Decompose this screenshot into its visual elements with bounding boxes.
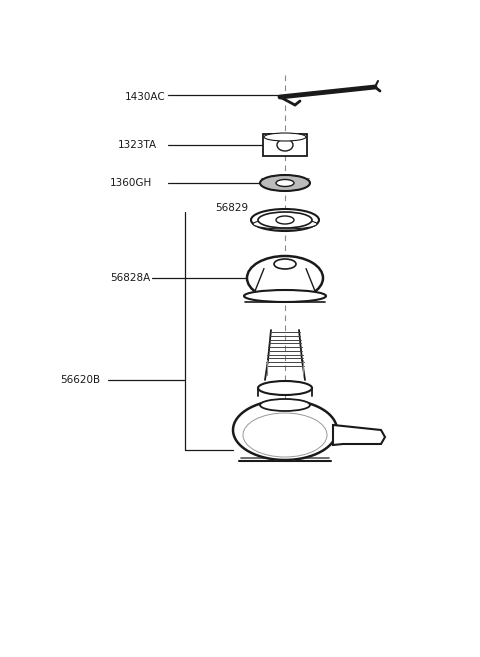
Text: 56829: 56829 — [215, 203, 248, 213]
Text: 1430AC: 1430AC — [125, 92, 166, 102]
Ellipse shape — [253, 219, 317, 229]
Bar — [263, 134, 307, 156]
Polygon shape — [333, 425, 385, 445]
Text: 56620B: 56620B — [60, 375, 100, 385]
Ellipse shape — [251, 209, 319, 231]
Polygon shape — [233, 400, 337, 460]
Ellipse shape — [258, 381, 312, 395]
Ellipse shape — [258, 212, 312, 228]
Ellipse shape — [276, 179, 294, 187]
Text: 1360GH: 1360GH — [110, 178, 152, 188]
Ellipse shape — [274, 259, 296, 269]
Ellipse shape — [243, 413, 327, 457]
Ellipse shape — [264, 133, 306, 141]
Ellipse shape — [260, 399, 310, 411]
Ellipse shape — [276, 216, 294, 224]
Ellipse shape — [247, 256, 323, 300]
Ellipse shape — [260, 175, 310, 191]
Ellipse shape — [244, 290, 326, 302]
Text: 56828A: 56828A — [110, 273, 150, 283]
Text: 1323TA: 1323TA — [118, 140, 157, 150]
Ellipse shape — [277, 139, 293, 151]
